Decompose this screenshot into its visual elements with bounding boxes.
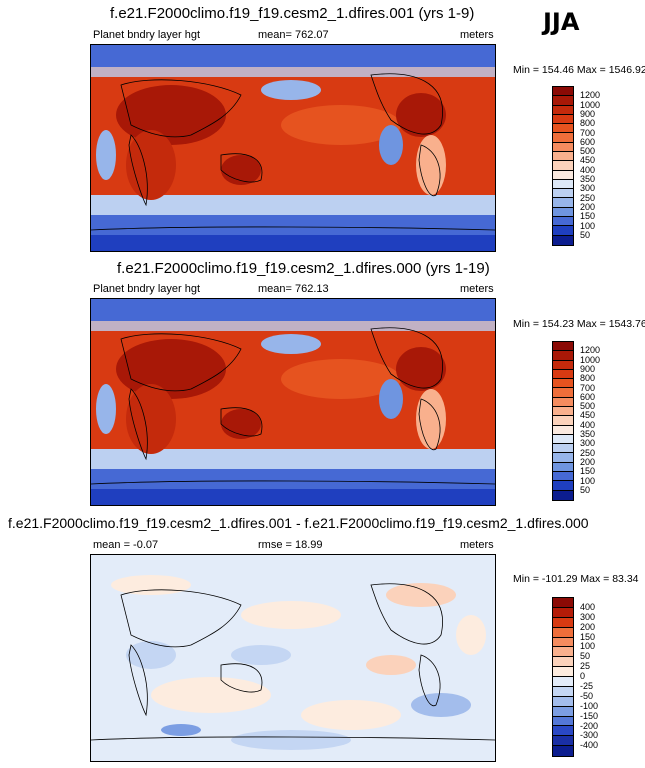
panel-2-mean: mean= 762.13 — [258, 283, 329, 295]
panel-1-title: f.e21.F2000climo.f19_f19.cesm2_1.dfires.… — [110, 5, 475, 22]
panel-3-title: f.e21.F2000climo.f19_f19.cesm2_1.dfires.… — [8, 515, 589, 531]
panel-3-minmax: Min = -101.29 Max = 83.34 — [513, 573, 639, 585]
colorbar-label: -50 — [580, 690, 594, 701]
panel-2-units: meters — [460, 283, 494, 295]
colorbar-label: 300 — [580, 183, 596, 194]
colorbar-label: -300 — [580, 730, 599, 741]
panel-1-map — [90, 44, 496, 252]
colorbar-label: 25 — [580, 661, 591, 672]
colorbar-label: 1000 — [580, 354, 601, 365]
panel-2-field — [91, 299, 495, 505]
colorbar-label: 1200 — [580, 90, 601, 101]
panel-1-variable: Planet bndry layer hgt — [93, 29, 201, 41]
colorbar-label: 50 — [580, 651, 591, 662]
panel-3-map — [90, 554, 496, 762]
panel-1-colorbar — [552, 86, 574, 246]
panel-3-colorbar-labels: 400 300 200 150 100 50 25 0 -25 -50 -100… — [580, 597, 620, 755]
colorbar-label: 150 — [580, 211, 596, 222]
colorbar-label: -150 — [580, 710, 599, 721]
colorbar-label: 400 — [580, 164, 596, 175]
colorbar-label: 150 — [580, 631, 596, 642]
colorbar-label: -25 — [580, 681, 594, 691]
panel-1-minmax: Min = 154.46 Max = 1546.92 — [513, 64, 645, 76]
colorbar-label: 600 — [580, 136, 596, 147]
colorbar-label: 1200 — [580, 345, 601, 356]
colorbar-label: 350 — [580, 174, 596, 184]
colorbar-label: 800 — [580, 118, 596, 129]
colorbar-label: 450 — [580, 410, 596, 421]
colorbar-label: 900 — [580, 108, 596, 119]
colorbar-label: 450 — [580, 155, 596, 166]
colorbar-label: 50 — [580, 229, 591, 240]
colorbar-label: 250 — [580, 192, 596, 203]
colorbar-label: 700 — [580, 382, 596, 393]
colorbar-label: 200 — [580, 201, 596, 212]
colorbar-label: 300 — [580, 611, 596, 622]
panel-2-minmax: Min = 154.23 Max = 1543.76 — [513, 318, 645, 330]
colorbar-label: 400 — [580, 601, 596, 612]
colorbar-label: 400 — [580, 419, 596, 430]
colorbar-label: -400 — [580, 740, 599, 751]
colorbar-label: 500 — [580, 146, 596, 157]
colorbar-label: 300 — [580, 438, 596, 449]
panel-2-map — [90, 298, 496, 506]
panel-3-colorbar — [552, 597, 574, 757]
colorbar-label: 200 — [580, 456, 596, 467]
panel-1-units: meters — [460, 29, 494, 41]
panel-3-rmse: rmse = 18.99 — [258, 539, 323, 551]
colorbar-label: 1000 — [580, 99, 601, 110]
panel-2-title: f.e21.F2000climo.f19_f19.cesm2_1.dfires.… — [117, 260, 490, 277]
colorbar-label: 100 — [580, 475, 596, 486]
colorbar-label: -200 — [580, 720, 599, 731]
panel-2-colorbar — [552, 341, 574, 501]
colorbar-label: 100 — [580, 641, 596, 652]
colorbar-label: 50 — [580, 484, 591, 495]
panel-3-field — [91, 555, 495, 761]
colorbar-label: 150 — [580, 466, 596, 477]
colorbar-label: 900 — [580, 363, 596, 374]
panel-2-colorbar-labels: 1200 1000 900 800 700 600 500 450 400 35… — [580, 341, 620, 499]
colorbar-label: 0 — [580, 671, 586, 682]
panel-2-variable: Planet bndry layer hgt — [93, 283, 201, 295]
colorbar-label: 100 — [580, 220, 596, 231]
panel-1-colorbar-labels: 1200 1000 900 800 700 600 500 450 400 35… — [580, 86, 620, 244]
season-label: JJA — [543, 8, 580, 36]
panel-1-field — [91, 45, 495, 251]
colorbar-label: 700 — [580, 127, 596, 138]
colorbar-label: 800 — [580, 373, 596, 384]
colorbar-label: 200 — [580, 621, 596, 632]
colorbar-label: 600 — [580, 391, 596, 402]
colorbar-label: -100 — [580, 700, 599, 711]
colorbar-label: 500 — [580, 401, 596, 412]
panel-3-mean: mean = -0.07 — [93, 539, 159, 551]
colorbar-label: 250 — [580, 447, 596, 458]
panel-1-mean: mean= 762.07 — [258, 29, 329, 41]
panel-3-units: meters — [460, 539, 494, 551]
colorbar-label: 350 — [580, 429, 596, 439]
